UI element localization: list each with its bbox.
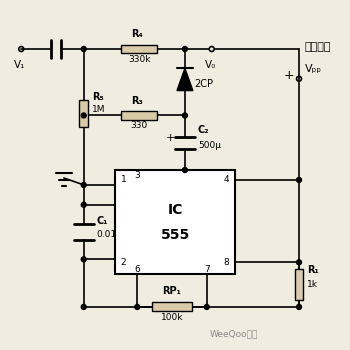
Text: +: + [165, 133, 175, 143]
Text: C₁: C₁ [97, 216, 108, 226]
Circle shape [81, 113, 86, 118]
Text: 8: 8 [224, 258, 230, 267]
Text: 330: 330 [131, 121, 148, 130]
Text: 555: 555 [160, 228, 190, 241]
Text: 100k: 100k [161, 313, 183, 322]
Text: V₁: V₁ [14, 60, 25, 70]
Circle shape [296, 260, 301, 265]
Bar [295, 269, 303, 301]
Circle shape [296, 304, 301, 309]
Text: 3: 3 [134, 170, 140, 180]
Text: V₀: V₀ [205, 60, 216, 70]
Circle shape [204, 304, 209, 309]
Text: IC: IC [167, 203, 183, 217]
Circle shape [81, 202, 86, 207]
Text: 7: 7 [204, 265, 210, 274]
Bar [121, 111, 157, 120]
Bar [79, 100, 88, 127]
Text: R₃: R₃ [132, 96, 143, 106]
Text: 0.01: 0.01 [97, 230, 117, 239]
Text: 2: 2 [121, 258, 126, 267]
Text: RP₁: RP₁ [163, 286, 181, 296]
Circle shape [81, 304, 86, 309]
Text: 500μ: 500μ [198, 141, 221, 150]
Circle shape [81, 47, 86, 51]
Text: 1k: 1k [307, 280, 318, 289]
Text: 1: 1 [120, 175, 126, 184]
Text: +: + [284, 69, 294, 82]
Polygon shape [177, 68, 193, 91]
Text: 接示波器: 接示波器 [305, 42, 331, 52]
Text: R₅: R₅ [92, 92, 103, 102]
Text: C₂: C₂ [198, 125, 209, 135]
Text: R₄: R₄ [132, 29, 143, 39]
Bar [116, 170, 234, 274]
Text: 1M: 1M [92, 105, 105, 113]
Text: WeeQoo维库: WeeQoo维库 [210, 330, 258, 339]
Circle shape [182, 47, 187, 51]
Text: R₁: R₁ [307, 265, 319, 275]
Circle shape [81, 257, 86, 262]
Circle shape [81, 182, 86, 187]
Circle shape [296, 177, 301, 182]
Text: 2CP: 2CP [194, 79, 213, 89]
Bar [152, 302, 192, 312]
Circle shape [182, 168, 187, 173]
Text: 6: 6 [134, 265, 140, 274]
Text: Vₚₚ: Vₚₚ [305, 64, 322, 74]
Text: 330k: 330k [128, 55, 150, 64]
Circle shape [182, 113, 187, 118]
Circle shape [135, 304, 140, 309]
Bar [121, 44, 157, 54]
Text: 4: 4 [224, 175, 229, 184]
